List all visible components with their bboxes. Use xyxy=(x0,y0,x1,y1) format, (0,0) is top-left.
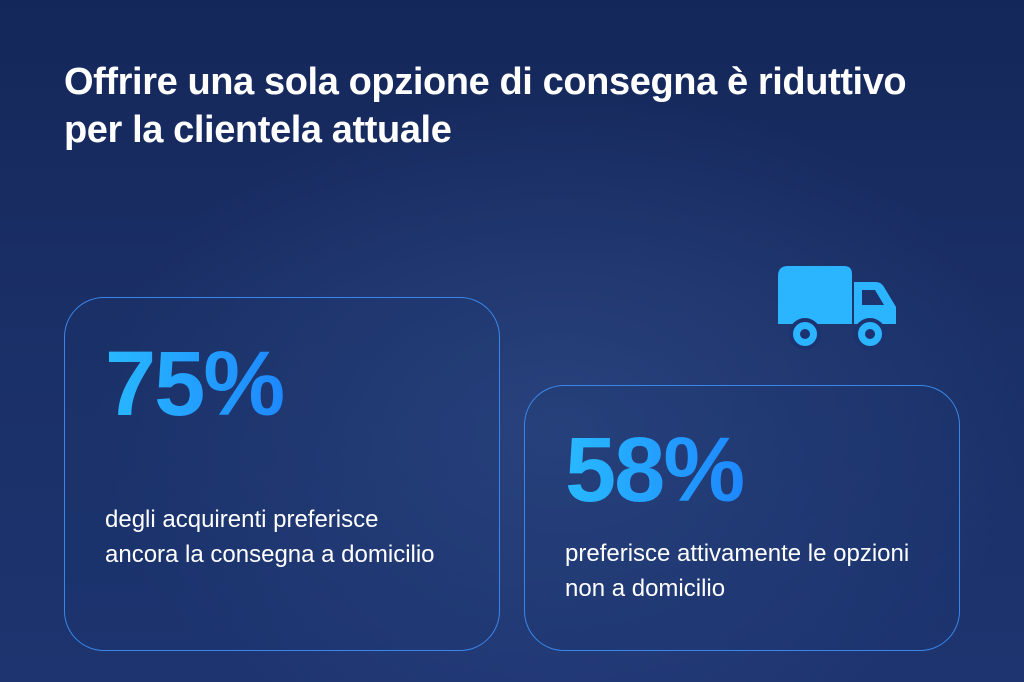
stat-value: 75% xyxy=(105,333,285,435)
truck-icon xyxy=(778,266,896,350)
stat-description: preferisce attivamente le opzioni non a … xyxy=(565,540,910,602)
stat-card-home-delivery: 75% degli acquirenti preferisce ancora l… xyxy=(64,297,500,651)
stat-value: 58% xyxy=(565,419,745,521)
stat-description: degli acquirenti preferisce ancora la co… xyxy=(105,506,435,568)
stat-card-non-home-delivery: 58% preferisce attivamente le opzioni no… xyxy=(524,385,960,651)
page-title: Offrire una sola opzione di consegna è r… xyxy=(64,61,907,151)
